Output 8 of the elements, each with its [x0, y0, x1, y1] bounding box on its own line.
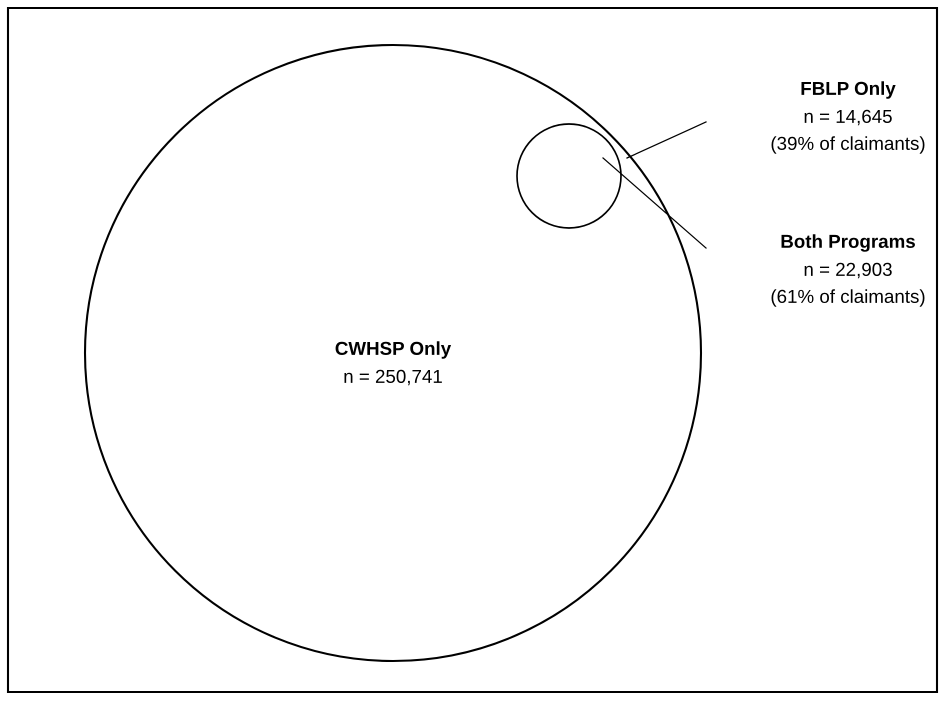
data-label: n = 250,741 — [344, 370, 442, 386]
data-label: n = 22,903 — [804, 262, 892, 278]
category-label: CWHSP Only — [336, 341, 452, 359]
text: (39% of claimants) — [772, 136, 924, 154]
category-label: Both Programs — [782, 234, 915, 252]
text: (61% of claimants) — [772, 289, 924, 307]
data-label: n = 14,645 — [804, 110, 892, 126]
category-label: FBLP Only — [802, 81, 896, 99]
